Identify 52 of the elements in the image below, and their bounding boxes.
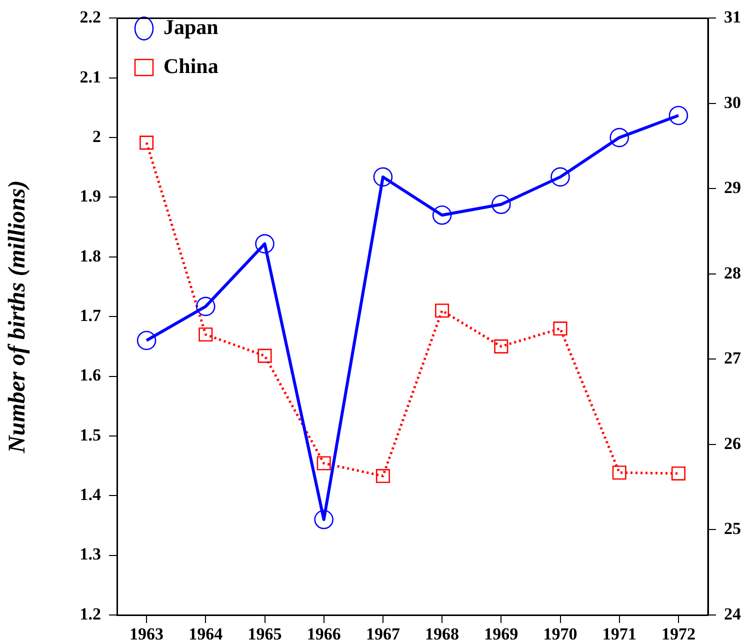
- point: [671, 466, 686, 480]
- x-tick-label: 1969: [484, 624, 518, 642]
- point: [435, 304, 450, 318]
- x-tick-label: 1972: [661, 624, 696, 642]
- point: [550, 167, 570, 187]
- point: [140, 136, 154, 150]
- y-axis-title: Number of births (millions): [4, 180, 31, 454]
- point: [136, 330, 156, 350]
- point: [553, 322, 568, 336]
- x-tick-label: 1971: [602, 624, 636, 642]
- point: [255, 234, 274, 254]
- y-tick-label: 2.2: [80, 8, 101, 27]
- x-tick-label: 1968: [425, 624, 460, 642]
- y2-tick-label: 27: [724, 348, 742, 368]
- x-tick-label: 1970: [543, 624, 578, 642]
- legend-label: China: [164, 54, 219, 78]
- x-tick-label: 1964: [188, 624, 224, 642]
- point: [314, 510, 334, 530]
- x-tick-label: 1967: [366, 624, 400, 642]
- point: [494, 339, 508, 354]
- y-tick-label: 1.4: [80, 485, 102, 504]
- point: [373, 167, 393, 187]
- y-tick-label: 1.8: [80, 246, 101, 266]
- x-tick-label: 1966: [306, 624, 341, 642]
- point: [668, 106, 688, 126]
- point: [376, 469, 390, 484]
- point: [198, 327, 213, 342]
- point: [492, 194, 511, 214]
- point: [612, 466, 626, 480]
- y-tick-label: 1.6: [80, 366, 101, 385]
- legend-label: Japan: [164, 14, 219, 39]
- point: [610, 128, 629, 148]
- y-tick-label: 1.7: [80, 306, 102, 325]
- y2-tick-label: 24: [724, 604, 742, 624]
- y2-tick-label: 25: [724, 519, 741, 538]
- x-tick-label: 1965: [248, 624, 282, 642]
- y2-tick-label: 28: [724, 263, 741, 282]
- y-tick-label: 1.5: [80, 425, 101, 444]
- x-tick-label: 1963: [130, 624, 164, 642]
- point: [432, 205, 452, 225]
- y2-tick-label: 29: [724, 178, 741, 198]
- y-tick-label: 2: [92, 126, 101, 146]
- y2-tick-label: 30: [724, 92, 741, 112]
- point: [316, 456, 331, 470]
- y-tick-label: 1.3: [80, 544, 101, 564]
- point: [258, 348, 272, 363]
- y-tick-label: 2.1: [80, 67, 101, 86]
- point: [196, 296, 216, 316]
- y-tick-label: 1.9: [80, 186, 101, 206]
- y-tick-label: 1.2: [80, 604, 101, 624]
- y2-tick-label: 26: [724, 434, 741, 453]
- y2-tick-label: 31: [724, 8, 741, 27]
